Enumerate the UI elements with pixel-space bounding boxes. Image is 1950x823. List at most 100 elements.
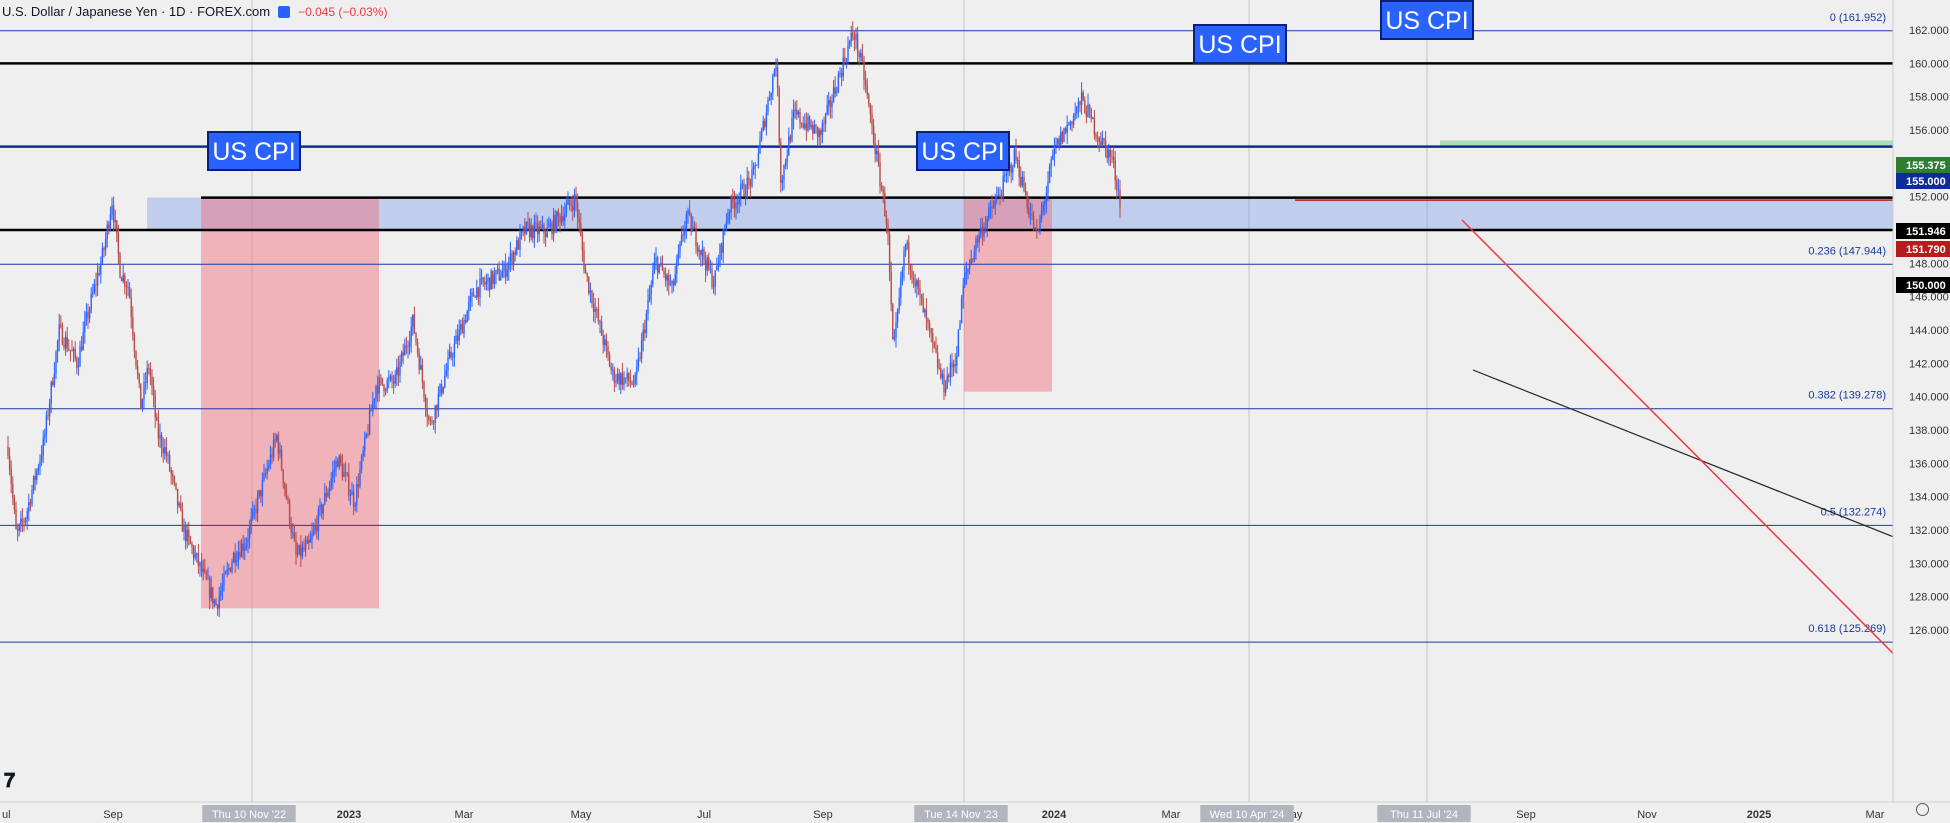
candle-body: [213, 600, 216, 604]
candle-body: [135, 351, 137, 367]
candle-body: [340, 455, 342, 464]
candle-body: [567, 199, 569, 206]
candle-body: [397, 367, 400, 376]
candle-body: [453, 343, 456, 358]
candle-body: [746, 177, 748, 196]
candle-body: [464, 320, 467, 323]
candle-body: [661, 262, 664, 271]
candle-body: [727, 213, 729, 223]
settings-icon[interactable]: [1916, 803, 1929, 816]
candle-body: [909, 264, 912, 270]
candle-body: [671, 281, 673, 285]
price-tick-label: 144.000: [1909, 325, 1949, 337]
candle-body: [528, 223, 531, 238]
candle-body: [991, 206, 993, 209]
candle-body: [831, 101, 833, 108]
candle-body: [842, 57, 844, 77]
candle-body: [768, 98, 771, 100]
candle-body: [685, 214, 688, 229]
candle-body: [460, 324, 462, 330]
candle-body: [994, 200, 996, 208]
candle-body: [516, 240, 518, 255]
candle-body: [88, 309, 91, 319]
date-highlight-label: Thu 10 Nov '22: [212, 809, 286, 821]
candle-body: [343, 472, 345, 477]
candle-body: [800, 123, 803, 125]
candle-body: [877, 150, 880, 163]
candle-body: [8, 455, 11, 470]
candle-body: [698, 249, 700, 252]
candle-body: [256, 495, 259, 514]
candle-body: [36, 470, 38, 480]
candle-body: [103, 248, 105, 251]
candle-body: [538, 226, 540, 235]
date-highlight-label: Wed 10 Apr '24: [1210, 809, 1285, 821]
candle-body: [804, 123, 806, 128]
candle-body: [64, 337, 67, 348]
candle-body: [789, 136, 792, 141]
series-color-icon[interactable]: [278, 5, 291, 18]
candle-body: [658, 264, 660, 273]
candle-body: [562, 216, 564, 222]
price-badge: [1896, 277, 1950, 293]
candle-body: [1114, 160, 1116, 181]
candle-body: [74, 349, 76, 359]
candle-body: [178, 503, 180, 506]
candle-body: [231, 562, 233, 572]
candle-body: [1037, 229, 1040, 231]
channel-trendline: [1472, 369, 1894, 538]
candle-body: [498, 268, 500, 280]
candle-body: [383, 384, 385, 392]
candle-body: [1032, 216, 1035, 230]
candle-body: [199, 562, 201, 567]
candle-body: [445, 370, 448, 376]
tradingview-logo-icon[interactable]: 𝟕: [4, 770, 15, 792]
candle-body: [916, 280, 918, 287]
candle-body: [359, 469, 361, 487]
candle-body: [428, 416, 430, 420]
candle-body: [376, 386, 379, 394]
candle-body: [540, 226, 542, 228]
date-highlight-label: Thu 11 Jul '24: [1390, 809, 1458, 821]
candle-body: [234, 552, 236, 563]
candle-body: [1053, 145, 1056, 155]
candle-body: [63, 344, 65, 348]
candle-body: [332, 471, 334, 479]
symbol-title[interactable]: U.S. Dollar / Japanese Yen · 1D · FOREX.…: [2, 4, 271, 19]
candle-body: [684, 228, 686, 236]
time-tick-label: Sep: [1516, 809, 1536, 821]
candle-body: [106, 224, 108, 239]
candle-body: [980, 227, 982, 234]
candle-body: [938, 367, 940, 369]
candle-body: [1076, 107, 1078, 114]
candle-body: [612, 369, 614, 371]
candle-body: [13, 497, 16, 510]
candle-body: [260, 490, 262, 497]
candle-body: [845, 60, 848, 62]
candle-body: [93, 284, 96, 293]
candle-body: [421, 365, 424, 382]
candle-body: [344, 472, 347, 474]
candle-body: [424, 397, 427, 410]
candle-body: [98, 273, 100, 275]
price-badge-label: 150.000: [1906, 280, 1946, 292]
candle-body: [439, 384, 441, 395]
candle-body: [133, 334, 136, 352]
candle-body: [741, 183, 744, 185]
candle-body: [952, 364, 955, 368]
candle-body: [1039, 218, 1041, 230]
candle-body: [303, 547, 305, 550]
candle-body: [783, 165, 785, 180]
candle-body: [692, 226, 694, 232]
candle-body: [722, 229, 724, 253]
candle-body: [1106, 146, 1108, 159]
candle-body: [474, 296, 476, 298]
candle-body: [484, 282, 486, 285]
candle-body: [170, 469, 172, 475]
candle-body: [44, 434, 46, 438]
candle-body: [992, 207, 995, 209]
candle-body: [837, 74, 840, 93]
candle-body: [346, 472, 348, 475]
candle-body: [1055, 144, 1057, 146]
